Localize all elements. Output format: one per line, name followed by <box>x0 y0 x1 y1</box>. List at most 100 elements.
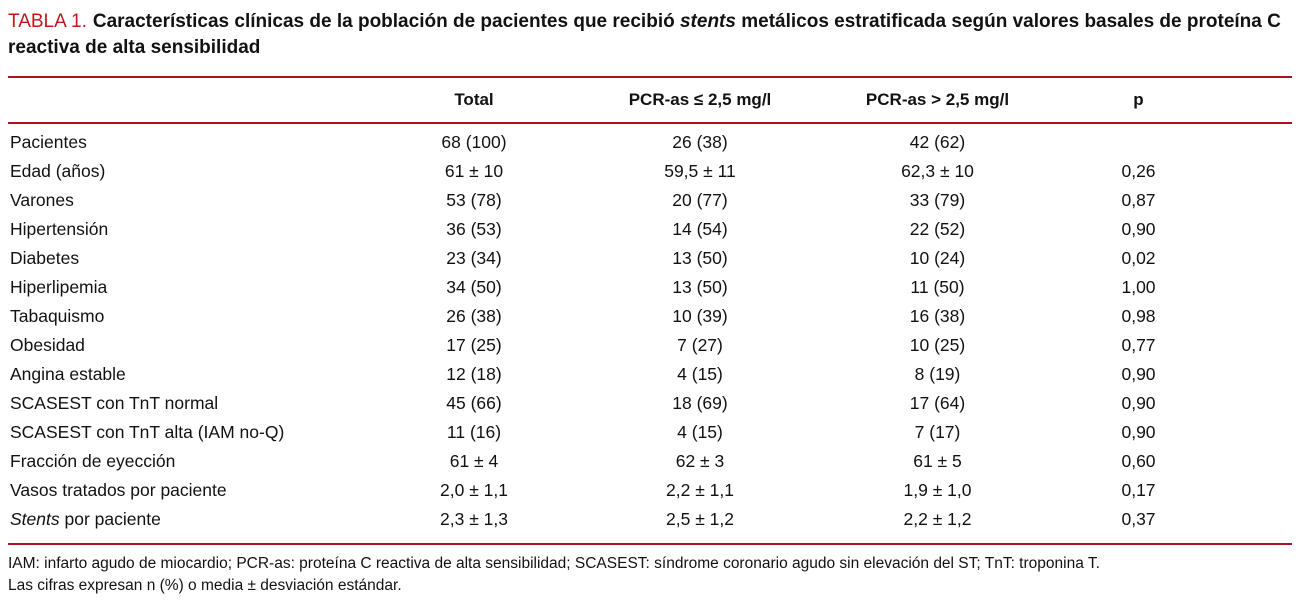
cell-total: 34 (50) <box>446 277 502 297</box>
cell-spacer <box>1222 505 1292 545</box>
cell-pcr-high: 10 (25) <box>909 335 966 355</box>
cell-pcr-high: 2,2 ± 1,2 <box>820 505 1055 545</box>
title-text-before: Características clínicas de la población… <box>92 11 680 32</box>
cell-spacer <box>1222 123 1292 157</box>
cell-spacer <box>1222 360 1292 389</box>
row-label: Angina estable <box>10 364 126 384</box>
cell-total: 17 (25) <box>446 335 502 355</box>
cell-total: 2,3 ± 1,3 <box>368 505 580 545</box>
cell-spacer <box>1222 302 1292 331</box>
table-row: Hiperlipemia 34 (50) 13 (50) 11 (50) 1,00 <box>8 273 1292 302</box>
header-p-value: p <box>1055 76 1222 124</box>
cell-pcr-low: 13 (50) <box>672 277 728 297</box>
table-footnotes: IAM: infarto agudo de miocardio; PCR-as:… <box>8 553 1292 597</box>
row-label: Vasos tratados por paciente <box>10 480 227 500</box>
cell-pcr-high: 11 (50) <box>910 277 965 297</box>
cell-p-value: 0,60 <box>1121 451 1156 471</box>
table-row: Diabetes 23 (34) 13 (50) 10 (24) 0,02 <box>8 244 1292 273</box>
cell-p-value: 0,26 <box>1121 161 1156 181</box>
footnote-values-note: Las cifras expresan n (%) o media ± desv… <box>8 577 402 594</box>
cell-pcr-low: 2,5 ± 1,2 <box>580 505 820 545</box>
cell-p-value: 0,02 <box>1121 248 1156 268</box>
table-row: Angina estable 12 (18) 4 (15) 8 (19) 0,90 <box>8 360 1292 389</box>
table-body: Pacientes 68 (100) 26 (38) 42 (62) Edad (año… <box>8 123 1292 545</box>
cell-spacer <box>1222 244 1292 273</box>
row-label: Edad (años) <box>10 161 106 181</box>
cell-pcr-low: 13 (50) <box>672 248 728 268</box>
row-label: SCASEST con TnT normal <box>10 393 219 413</box>
cell-p-value: 0,90 <box>1121 422 1156 442</box>
cell-total: 61 ± 10 <box>444 161 504 181</box>
cell-spacer <box>1222 389 1292 418</box>
table-row: Fracción de eyección 61 ± 4 62 ± 3 61 ± 5 0,… <box>8 447 1292 476</box>
row-label: Diabetes <box>10 248 80 268</box>
cell-total: 2,0 ± 1,1 <box>440 480 508 500</box>
cell-pcr-high: 62,3 ± 10 <box>901 161 974 181</box>
cell-spacer <box>1222 273 1292 302</box>
row-label: Hiperlipemia <box>10 277 108 297</box>
footnote-abbreviations: IAM: infarto agudo de miocardio; PCR-as:… <box>8 555 1100 572</box>
clinical-characteristics-table: Total PCR-as ≤ 2,5 mg/l PCR-as > 2,5 mg/… <box>8 76 1292 545</box>
row-label: Hipertensión <box>10 219 109 239</box>
row-label: Fracción de eyección <box>10 451 176 471</box>
cell-p-value: 0,37 <box>1055 505 1222 545</box>
cell-spacer <box>1222 418 1292 447</box>
table-row: SCASEST con TnT alta (IAM no-Q) 11 (16) 4 … <box>8 418 1292 447</box>
cell-pcr-high: 17 (64) <box>909 393 966 413</box>
cell-pcr-low: 18 (69) <box>672 393 728 413</box>
cell-total: 61 ± 4 <box>449 451 499 471</box>
cell-pcr-high: 1,9 ± 1,0 <box>903 480 972 500</box>
table-number-label: TABLA 1. <box>8 11 87 32</box>
cell-p-value <box>1055 123 1222 157</box>
cell-p-value: 0,98 <box>1121 306 1156 326</box>
row-label: Tabaquismo <box>10 306 105 326</box>
cell-pcr-high: 16 (38) <box>909 306 966 326</box>
cell-pcr-high: 10 (24) <box>909 248 966 268</box>
cell-p-value: 1,00 <box>1121 277 1156 297</box>
cell-spacer <box>1222 331 1292 360</box>
cell-pcr-low: 59,5 ± 11 <box>664 161 736 181</box>
cell-pcr-low: 26 (38) <box>672 132 728 152</box>
cell-total: 45 (66) <box>446 393 502 413</box>
cell-total: 36 (53) <box>446 219 502 239</box>
header-spacer <box>1222 76 1292 124</box>
cell-p-value: 0,90 <box>1121 393 1156 413</box>
title-italic-word: stents <box>679 11 736 32</box>
cell-total: 26 (38) <box>446 306 502 326</box>
cell-pcr-low: 20 (77) <box>672 190 728 210</box>
row-label: Varones <box>10 190 74 210</box>
header-pcr-low: PCR-as ≤ 2,5 mg/l <box>580 76 820 124</box>
header-total: Total <box>368 76 580 124</box>
cell-total: 12 (18) <box>446 364 502 384</box>
table-row: Edad (años) 61 ± 10 59,5 ± 11 62,3 ± 10 0,26 <box>8 157 1292 186</box>
cell-p-value: 0,87 <box>1121 190 1156 210</box>
cell-total: 68 (100) <box>441 132 507 152</box>
cell-pcr-high: 22 (52) <box>909 219 966 239</box>
cell-total: 11 (16) <box>446 422 502 442</box>
row-label: Obesidad <box>10 335 85 355</box>
header-empty <box>8 76 368 124</box>
cell-p-value: 0,77 <box>1121 335 1156 355</box>
cell-pcr-high: 8 (19) <box>914 364 961 384</box>
cell-pcr-low: 4 (15) <box>677 422 723 442</box>
table-row: Tabaquismo 26 (38) 10 (39) 16 (38) 0,98 <box>8 302 1292 331</box>
cell-total: 23 (34) <box>446 248 502 268</box>
cell-pcr-high: 61 ± 5 <box>913 451 962 471</box>
table-row: Stents por paciente 2,3 ± 1,3 2,5 ± 1,2 2,2… <box>8 505 1292 545</box>
table-row: Pacientes 68 (100) 26 (38) 42 (62) <box>8 123 1292 157</box>
cell-pcr-low: 10 (39) <box>672 306 728 326</box>
row-label-italic-word: Stents <box>10 509 60 529</box>
cell-spacer <box>1222 157 1292 186</box>
cell-pcr-low: 2,2 ± 1,1 <box>666 480 734 500</box>
table-row: Vasos tratados por paciente 2,0 ± 1,1 2,2 … <box>8 476 1292 505</box>
table-row: SCASEST con TnT normal 45 (66) 18 (69) 17 (… <box>8 389 1292 418</box>
table-row: Obesidad 17 (25) 7 (27) 10 (25) 0,77 <box>8 331 1292 360</box>
cell-pcr-low: 4 (15) <box>677 364 723 384</box>
table-row: Hipertensión 36 (53) 14 (54) 22 (52) 0,90 <box>8 215 1292 244</box>
cell-spacer <box>1222 476 1292 505</box>
row-label: Pacientes <box>10 132 87 152</box>
cell-spacer <box>1222 215 1292 244</box>
table-title: TABLA 1. Características clínicas de la p… <box>8 9 1292 76</box>
table-row: Varones 53 (78) 20 (77) 33 (79) 0,87 <box>8 186 1292 215</box>
